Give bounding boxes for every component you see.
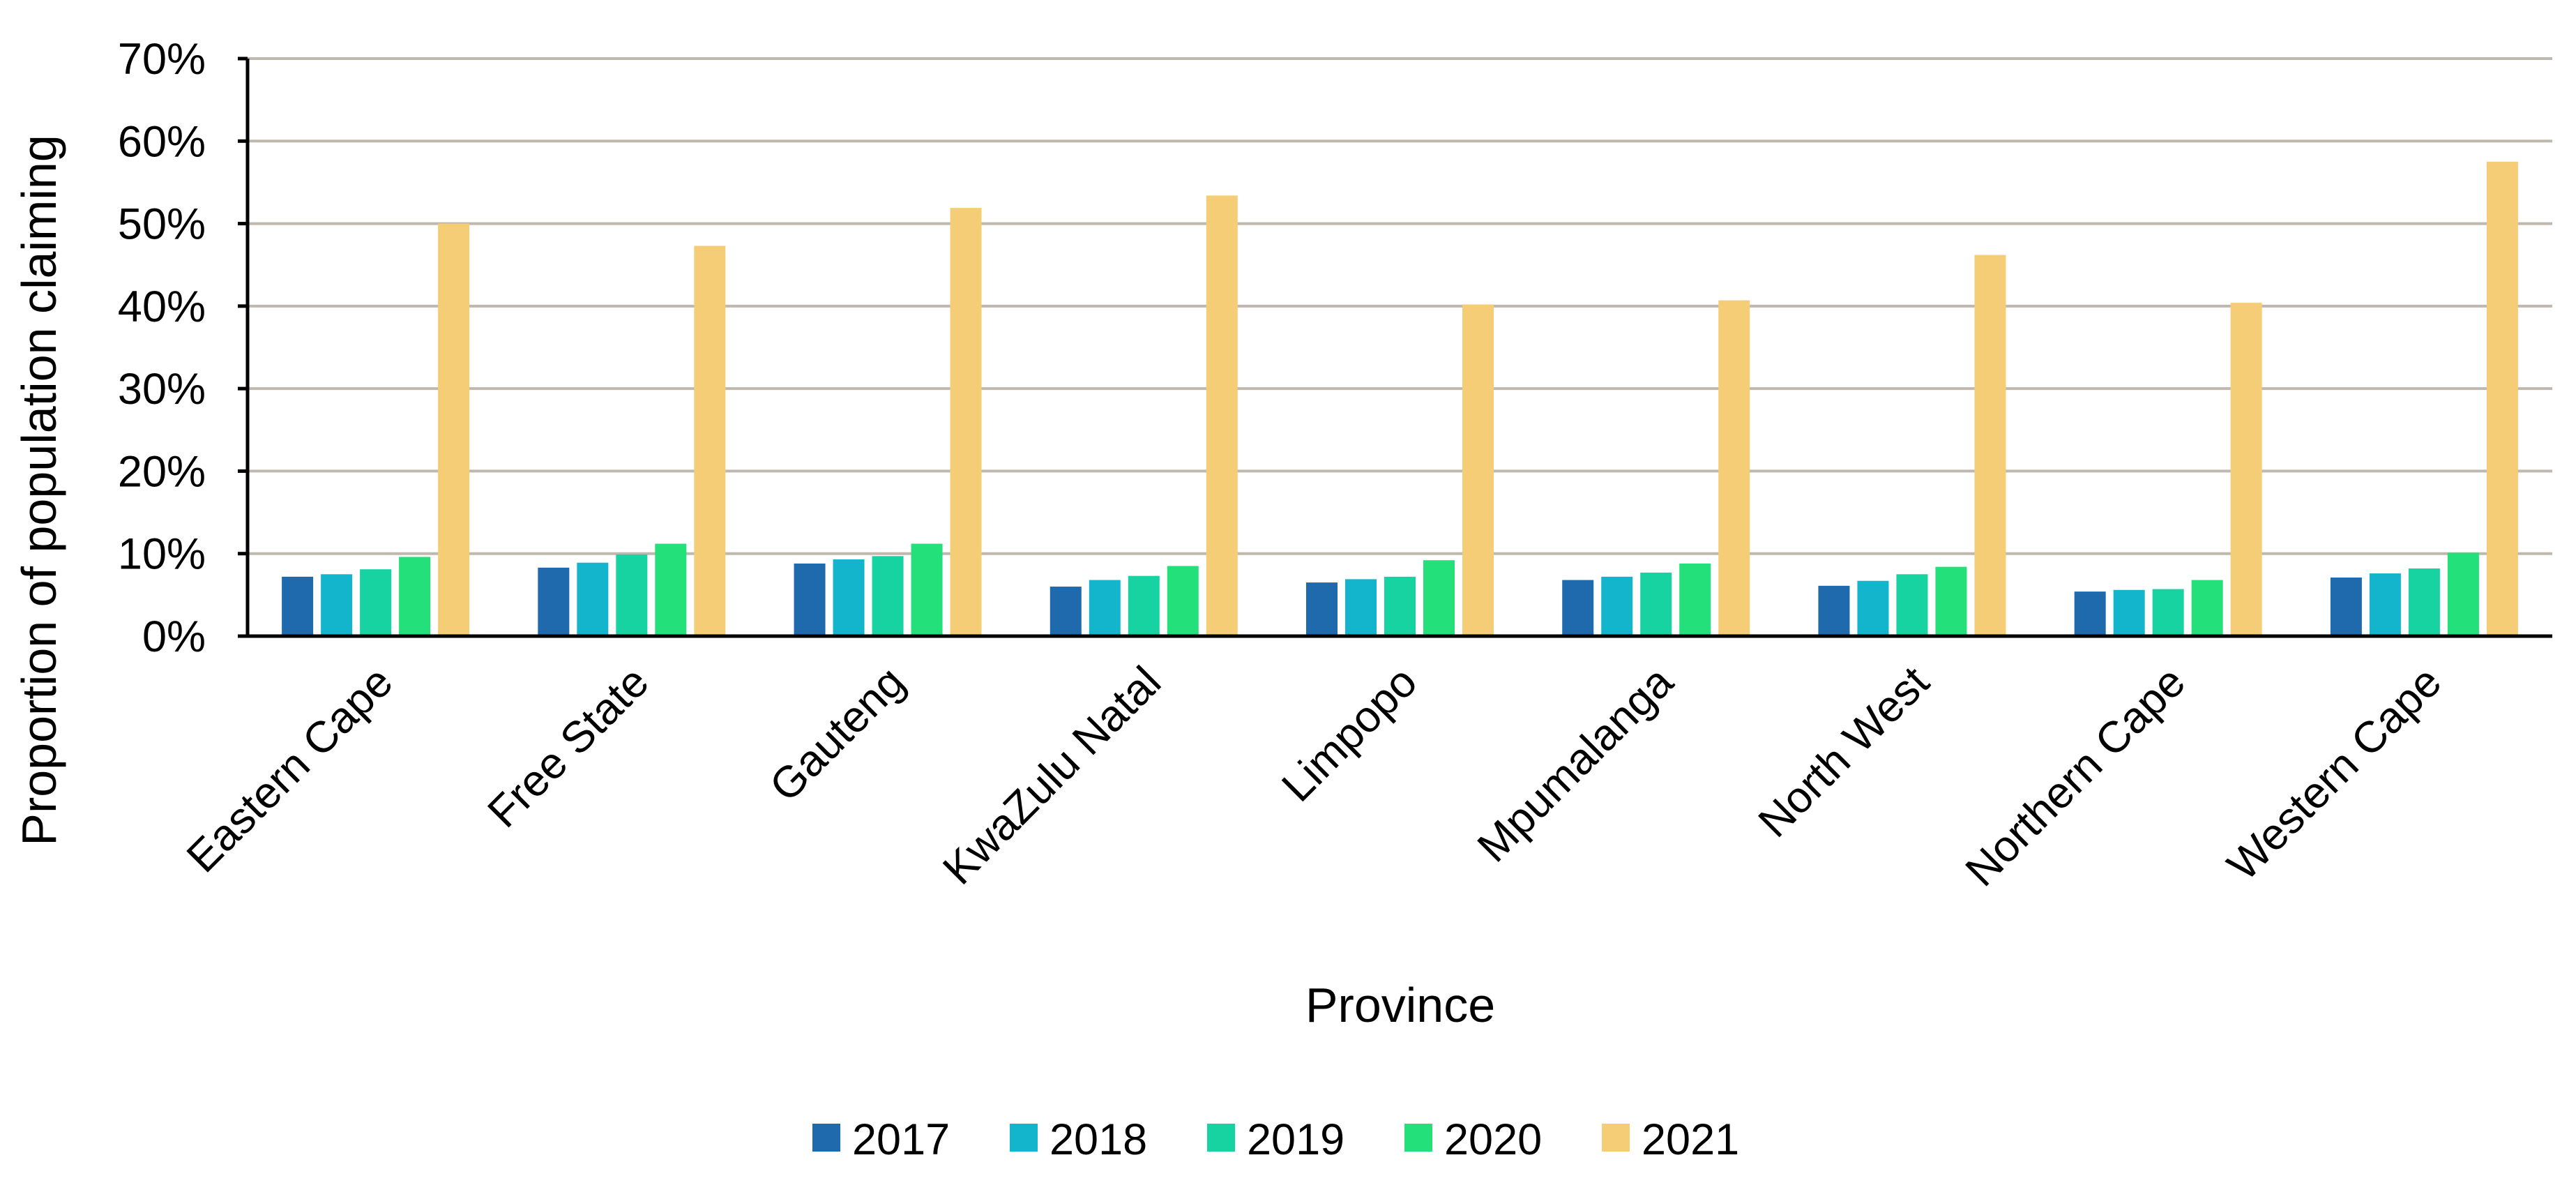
y-tick-label: 20% xyxy=(118,447,206,496)
y-tick-label: 30% xyxy=(118,365,206,414)
legend: 2017 2018 2019 2020 2021 xyxy=(812,1115,1739,1164)
bar-2018-mpumalanga xyxy=(1601,576,1633,636)
bar-2020-eastern-cape xyxy=(399,557,431,636)
bar-2020-gauteng xyxy=(911,543,943,636)
axes xyxy=(238,56,2552,638)
legend-label-2021: 2021 xyxy=(1642,1115,1739,1164)
bar-2019-western-cape xyxy=(2408,568,2440,636)
bar-2021-northern-cape xyxy=(2230,303,2262,636)
x-tick-label: Limpopo xyxy=(1273,657,1426,810)
bar-2017-kwazulu-natal xyxy=(1050,587,1082,636)
x-axis-title: Province xyxy=(1305,978,1495,1032)
bar-2021-limpopo xyxy=(1462,304,1494,636)
x-tick-label: Gauteng xyxy=(761,657,914,810)
bar-2020-free-state xyxy=(655,543,687,636)
bar-2017-gauteng xyxy=(794,563,826,636)
x-tick-label: Western Cape xyxy=(2218,657,2450,889)
bar-2019-mpumalanga xyxy=(1640,572,1672,636)
bar-2018-western-cape xyxy=(2369,573,2401,636)
bar-2021-kwazulu-natal xyxy=(1206,195,1238,637)
bar-2021-eastern-cape xyxy=(438,223,470,637)
bar-2017-north-west xyxy=(1818,585,1850,636)
bar-2018-limpopo xyxy=(1345,579,1377,636)
bar-2021-mpumalanga xyxy=(1718,300,1750,636)
legend-swatch-2018 xyxy=(1010,1124,1038,1152)
bar-2019-gauteng xyxy=(872,556,904,636)
bar-2019-northern-cape xyxy=(2152,589,2184,636)
legend-label-2020: 2020 xyxy=(1444,1115,1542,1164)
y-axis-title: Proportion of population claiming xyxy=(12,135,66,846)
legend-swatch-2017 xyxy=(812,1124,840,1152)
legend-label-2018: 2018 xyxy=(1050,1115,1147,1164)
bar-2020-western-cape xyxy=(2447,552,2479,636)
bar-2020-limpopo xyxy=(1423,560,1455,636)
bar-2017-western-cape xyxy=(2330,578,2362,636)
y-tick-label: 0% xyxy=(142,612,206,661)
bar-2017-eastern-cape xyxy=(282,576,314,636)
x-tick-labels: Eastern Cape Free State Gauteng KwaZulu Nat… xyxy=(178,657,2451,896)
bar-2020-north-west xyxy=(1935,566,1967,636)
bar-2018-kwazulu-natal xyxy=(1089,580,1121,636)
legend-label-2019: 2019 xyxy=(1247,1115,1344,1164)
bar-2020-mpumalanga xyxy=(1679,563,1711,636)
y-tick-label: 40% xyxy=(118,282,206,331)
x-tick-label: Eastern Cape xyxy=(178,657,402,882)
legend-swatch-2019 xyxy=(1207,1124,1235,1152)
y-tick-label: 60% xyxy=(118,117,206,166)
bar-2017-free-state xyxy=(538,567,570,636)
y-tick-label: 70% xyxy=(118,35,206,84)
bar-2021-gauteng xyxy=(950,208,982,636)
legend-swatch-2021 xyxy=(1602,1124,1630,1152)
gridlines xyxy=(248,57,2552,555)
y-tick-label: 10% xyxy=(118,530,206,579)
bar-2019-north-west xyxy=(1896,574,1928,636)
y-tick-labels: 0% 10% 20% 30% 40% 50% 60% 70% xyxy=(118,35,206,661)
bar-2021-free-state xyxy=(694,246,726,637)
bar-2020-kwazulu-natal xyxy=(1167,566,1199,636)
x-tick-label: North West xyxy=(1749,657,1939,847)
x-tick-label: Northern Cape xyxy=(1956,657,2195,896)
bar-2019-eastern-cape xyxy=(360,569,392,636)
legend-swatch-2020 xyxy=(1404,1124,1432,1152)
bar-2020-northern-cape xyxy=(2191,580,2223,636)
bar-2019-free-state xyxy=(616,554,648,636)
bar-2018-eastern-cape xyxy=(321,574,353,636)
bar-2018-free-state xyxy=(577,562,609,636)
bar-2021-north-west xyxy=(1974,255,2006,636)
bar-2017-northern-cape xyxy=(2074,591,2106,636)
bar-2018-north-west xyxy=(1857,580,1889,636)
bar-2018-northern-cape xyxy=(2113,589,2145,636)
x-tick-label: Mpumalanga xyxy=(1469,657,1683,872)
y-tick-label: 50% xyxy=(118,200,206,249)
bar-2017-mpumalanga xyxy=(1562,580,1594,636)
bar-2021-western-cape xyxy=(2486,161,2518,636)
x-tick-label: KwaZulu Natal xyxy=(934,657,1170,893)
bar-2017-limpopo xyxy=(1306,582,1338,636)
bars xyxy=(282,161,2518,637)
x-tick-label: Free State xyxy=(478,657,658,836)
legend-label-2017: 2017 xyxy=(852,1115,950,1164)
bar-2019-kwazulu-natal xyxy=(1128,575,1160,636)
bar-2019-limpopo xyxy=(1384,576,1416,636)
bar-2018-gauteng xyxy=(833,559,865,636)
